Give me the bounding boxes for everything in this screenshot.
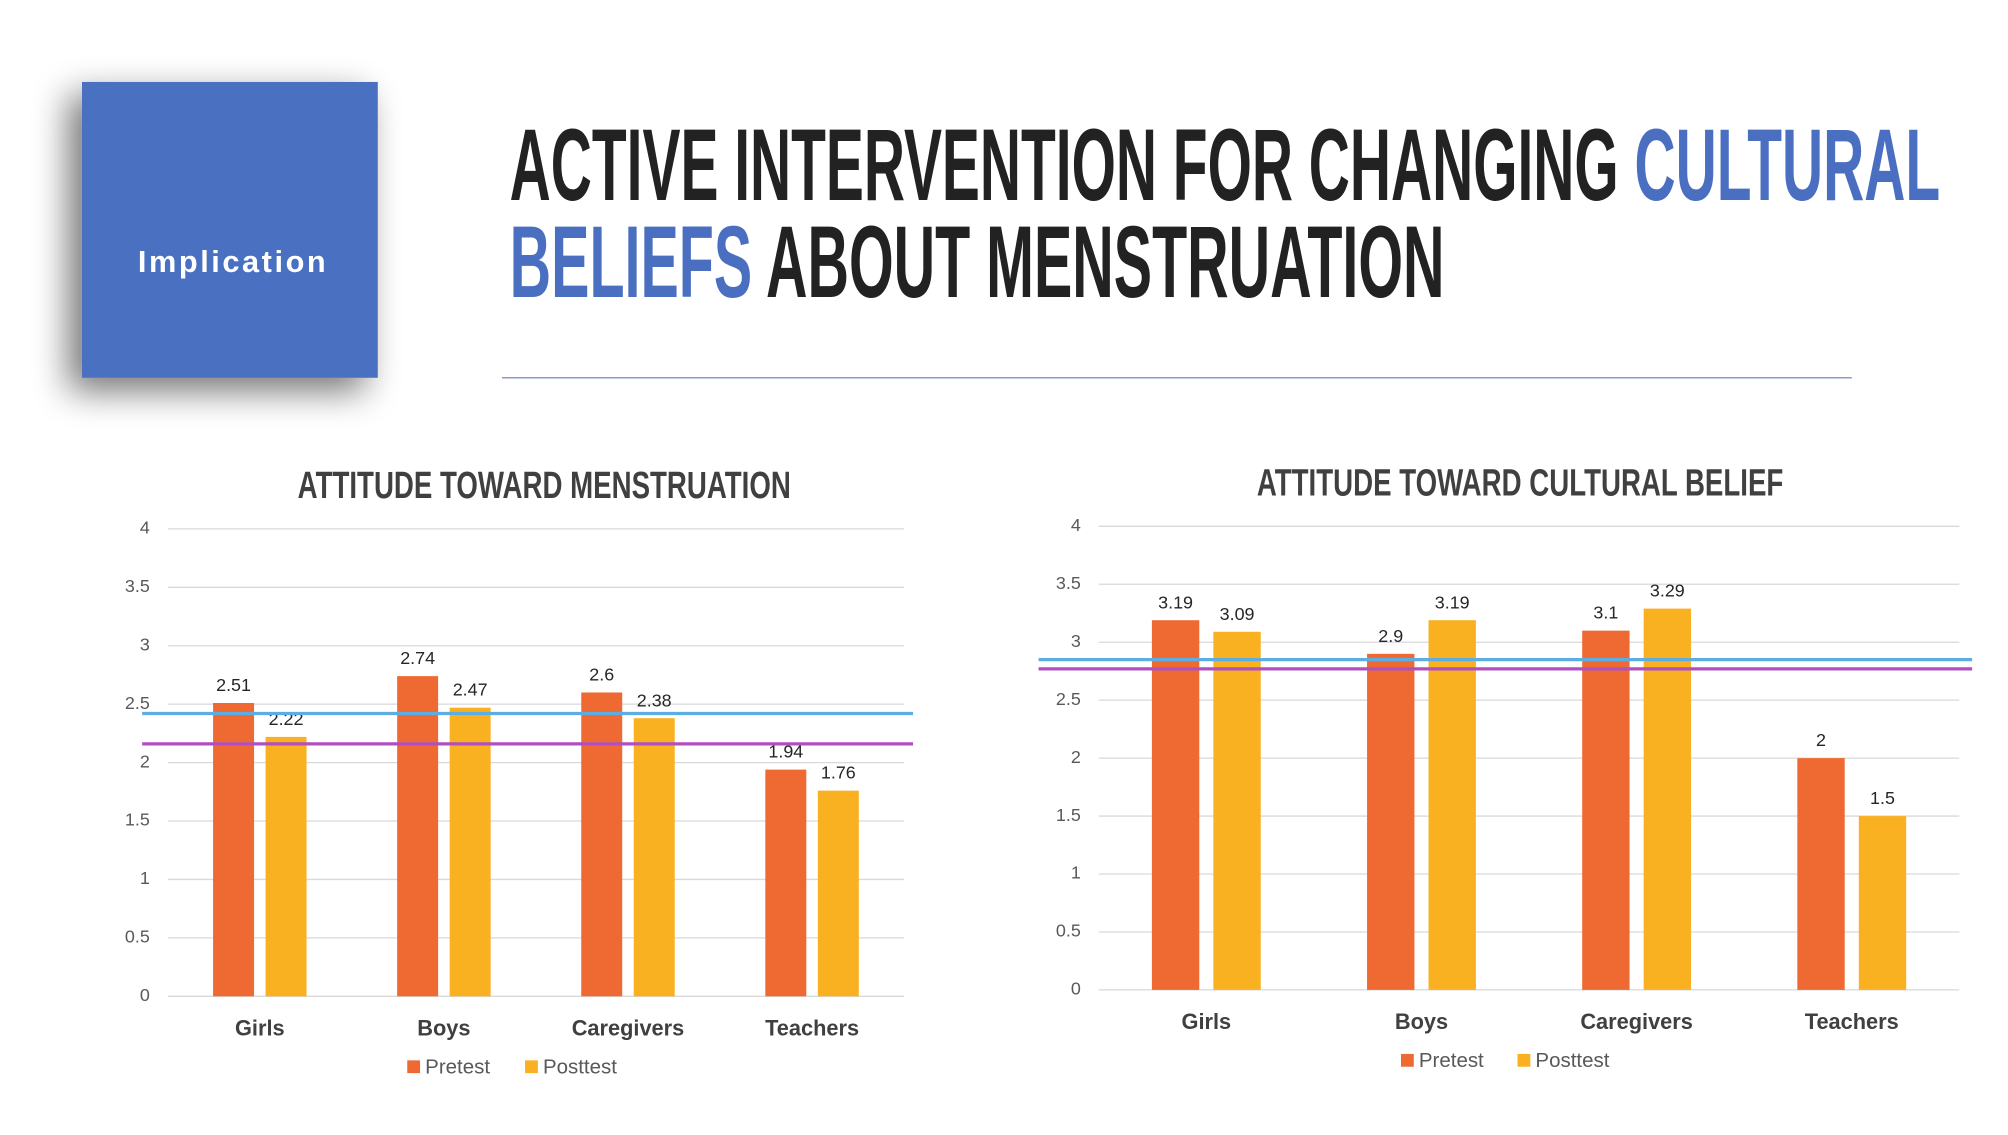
bar [581,692,623,997]
bar [1367,653,1415,990]
y-tick-label: 3.5 [1056,573,1081,593]
value-label: 3.1 [1593,603,1618,623]
title-line: ACTIVE INTERVENTION FOR CHANGING CULTURA… [510,107,1940,222]
bar [1151,620,1200,990]
y-tick-label: 3.5 [125,576,150,596]
bar [1643,608,1692,990]
title-part: BELIEFS [510,204,753,319]
legend-swatch [407,1060,421,1074]
badge-box [81,81,378,378]
legend-swatch [1517,1053,1531,1067]
legend-label: Pretest [425,1055,490,1078]
value-label: 2.9 [1378,626,1403,646]
value-label: 1.94 [768,742,803,762]
x-tick-label: Boys [417,1015,470,1040]
y-tick-label: 1.5 [125,810,150,830]
value-label: 3.19 [1435,592,1470,612]
y-tick-label: 4 [140,518,150,538]
value-label: 2.47 [453,680,488,700]
chart-title: ATTITUDE TOWARD CULTURAL BELIEF [1257,462,1783,504]
legend-swatch [1400,1053,1414,1067]
bar [1582,630,1630,990]
title-part: ACTIVE INTERVENTION FOR CHANGING [510,107,1635,222]
bar [817,790,859,997]
bar [265,736,307,997]
y-tick-label: 0.5 [125,927,150,947]
y-tick-label: 1 [1071,863,1081,883]
y-tick-label: 4 [1071,515,1081,535]
bar [633,718,675,997]
y-tick-label: 2 [1071,747,1081,767]
bar [1428,620,1476,990]
x-tick-label: Teachers [1805,1009,1899,1034]
bar [1858,816,1907,990]
y-tick-label: 1.5 [1056,805,1081,825]
legend-label: Posttest [543,1055,617,1078]
title-line: BELIEFS ABOUT MENSTRUATION [510,204,1445,319]
value-label: 1.5 [1870,788,1895,808]
bar [1213,631,1261,990]
x-tick-label: Girls [235,1015,285,1040]
bar [449,707,491,997]
x-tick-label: Caregivers [572,1015,685,1040]
y-tick-label: 2.5 [125,693,150,713]
legend-label: Posttest [1535,1049,1609,1072]
x-tick-label: Caregivers [1580,1009,1693,1034]
y-tick-label: 0 [1071,979,1081,999]
y-tick-label: 0.5 [1056,921,1081,941]
value-label: 2.38 [637,690,672,710]
title-part: CULTURAL [1634,107,1940,222]
value-label: 1.76 [821,763,856,783]
y-tick-label: 2.5 [1056,689,1081,709]
value-label: 2.6 [589,665,614,685]
bar [765,769,807,997]
x-tick-label: Girls [1182,1009,1232,1034]
x-tick-label: Teachers [765,1015,859,1040]
y-tick-label: 3 [140,634,150,654]
bar [397,676,439,997]
value-label: 2.51 [216,675,251,695]
bar [213,703,255,997]
y-tick-label: 2 [140,751,150,771]
y-tick-label: 1 [140,868,150,888]
y-tick-label: 0 [140,985,150,1005]
title-part: ABOUT MENSTRUATION [752,204,1444,319]
value-label: 3.29 [1650,581,1685,601]
bar [1797,758,1845,990]
value-label: 3.19 [1158,592,1193,612]
value-label: 3.09 [1220,604,1255,624]
y-tick-label: 3 [1071,631,1081,651]
legend-swatch [525,1060,538,1074]
chart-title: ATTITUDE TOWARD MENSTRUATION [298,465,791,507]
value-label: 2 [1816,730,1826,750]
value-label: 2.74 [400,648,435,668]
x-tick-label: Boys [1395,1009,1448,1034]
legend-label: Pretest [1419,1049,1484,1072]
badge-text: Implication [138,244,328,279]
